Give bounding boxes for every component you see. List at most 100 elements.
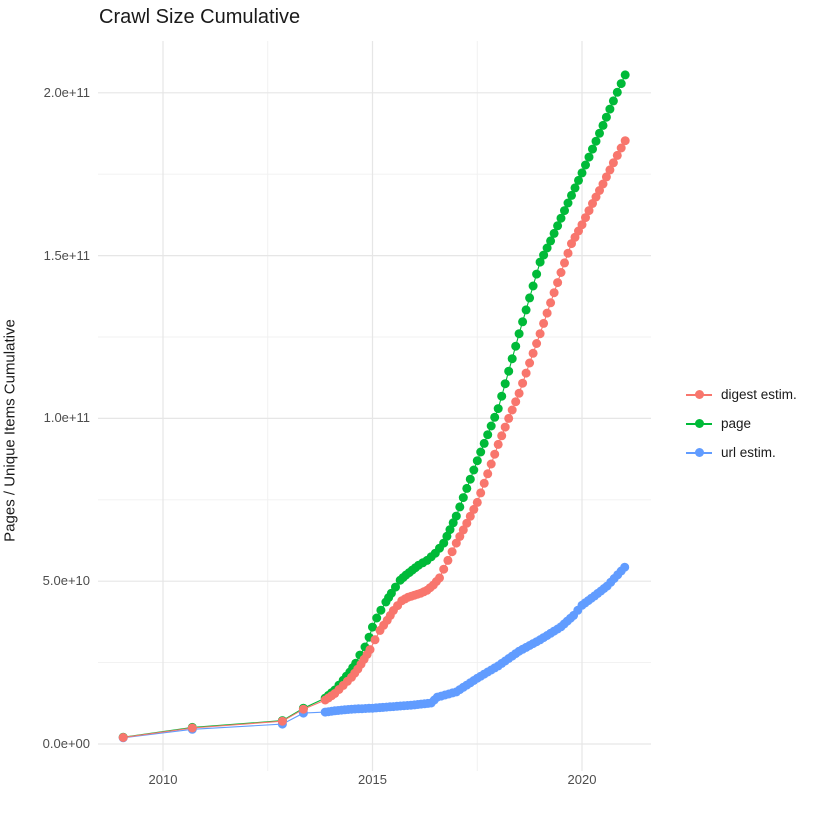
legend-key-dot-icon [694,390,704,399]
data-point-page [608,96,618,106]
data-point-digest-estim [620,136,630,146]
data-point-digest-estim [462,518,472,528]
data-point-page [442,531,452,541]
data-point-digest-estim [553,278,563,288]
data-point-digest-estim [500,422,510,432]
data-point-digest-estim [549,288,559,298]
legend-key [686,447,712,459]
y-tick-label: 2.0e+11 [43,84,90,100]
data-point-page [528,281,538,291]
data-point-page [535,257,545,267]
data-point-page [598,120,608,130]
data-point-digest-estim [581,213,590,223]
data-point-page [518,317,528,327]
data-point-page [574,175,583,185]
data-point-page [490,412,500,422]
data-point-digest-estim [277,716,287,726]
data-point-page [451,511,461,521]
data-point-digest-estim [528,348,538,358]
data-point-page [556,213,566,223]
data-point-page [542,243,552,253]
data-point-digest-estim [525,358,535,368]
data-point-digest-estim [504,413,514,423]
data-point-page [448,518,458,528]
data-point-digest-estim [497,431,507,441]
data-point-page [521,305,531,315]
data-point-digest-estim [608,158,618,168]
data-point-page [581,160,590,170]
data-point-page [465,474,475,484]
data-point-digest-estim [370,635,380,645]
data-point-page [563,198,573,208]
data-point-page [504,366,514,376]
data-point-digest-estim [451,538,461,548]
data-point-digest-estim [479,478,489,488]
legend-key [686,418,712,430]
data-point-page [553,221,563,231]
x-tick-label: 2015 [358,772,387,787]
y-tick-label: 1.0e+11 [43,410,90,426]
data-point-page [479,438,489,448]
data-point-page [376,605,386,615]
data-point-digest-estim [365,645,375,655]
data-point-digest-estim [455,532,465,541]
x-tick-label: 2010 [148,772,178,787]
legend-label: page [721,416,752,431]
data-point-page [445,525,455,535]
legend-label: url estim. [721,445,776,460]
legend-item-digest-estim: digest estim. [686,380,797,409]
data-point-page [612,87,622,97]
data-point-page [462,483,472,493]
data-point-digest-estim [483,469,493,479]
data-point-page [525,293,535,303]
legend-label: digest estim. [721,387,797,402]
data-point-page [493,404,503,414]
legend-item-page: page [686,409,797,438]
data-point-page [472,456,482,466]
data-point-page [507,354,517,364]
data-point-page [616,79,626,89]
data-point-digest-estim [560,258,569,268]
data-point-page [595,128,604,138]
data-point-page [560,206,569,216]
data-point-page [497,391,507,401]
data-point-digest-estim [435,573,444,583]
data-point-page [620,70,630,80]
data-point-page [372,613,382,623]
data-point-digest-estim [118,733,128,742]
data-point-digest-estim [546,298,556,308]
data-point-digest-estim [490,449,500,459]
data-point-digest-estim [298,704,308,714]
data-point-digest-estim [507,405,517,415]
data-point-digest-estim [612,150,622,160]
data-point-digest-estim [539,318,549,328]
legend-key-dot-icon [694,419,704,428]
data-point-page [577,168,587,178]
data-point-page [439,538,449,548]
data-point-page [588,144,597,154]
data-point-digest-estim [187,723,197,733]
data-point-digest-estim [605,165,615,175]
data-point-page [532,269,542,279]
data-point-page [476,447,486,457]
data-point-page [500,379,510,389]
data-point-page [458,493,468,503]
data-point-page [486,421,496,431]
data-point-digest-estim [532,339,542,348]
data-point-digest-estim [535,329,545,339]
legend: digest estim. page url estim. [686,380,797,467]
data-point-digest-estim [465,511,475,521]
data-point-page [455,502,465,512]
data-point-digest-estim [439,564,449,574]
y-tick-label: 1.5e+11 [43,247,90,263]
data-point-page [601,112,611,122]
data-point-digest-estim [511,397,521,407]
data-point-url-estim [620,562,630,572]
data-point-page [539,250,549,260]
data-point-page [549,228,559,238]
data-point-page [546,236,556,246]
data-point-page [514,329,524,339]
y-tick-label: 5.0e+10 [42,573,90,589]
